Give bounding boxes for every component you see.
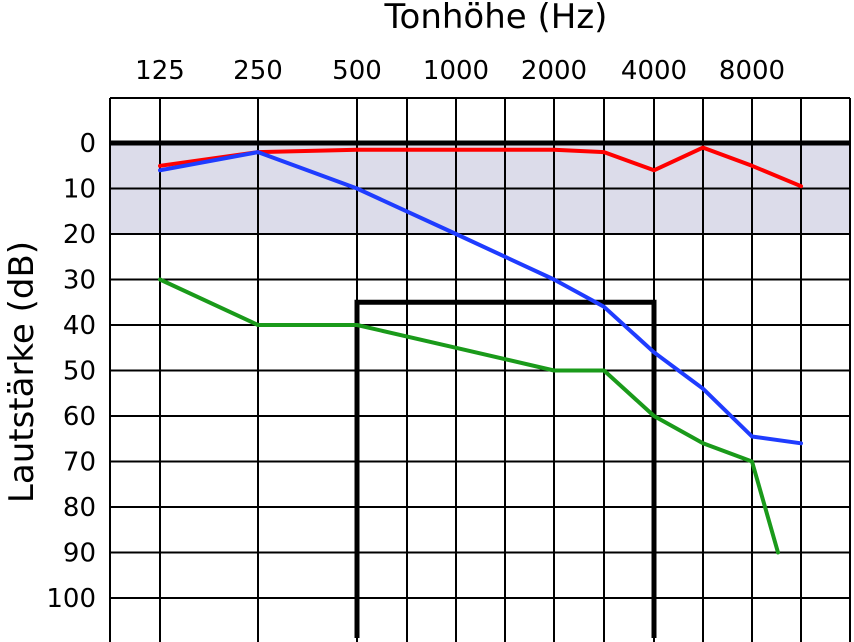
x-tick-label: 125	[135, 56, 185, 86]
y-tick-label: 70	[63, 448, 96, 478]
y-tick-label: 10	[63, 175, 96, 205]
y-tick-labels: 0 10 20 30 40 50 60 70 80 90 100	[46, 129, 96, 614]
frequency-box	[354, 299, 657, 638]
x-tick-label: 8000	[719, 56, 785, 86]
x-tick-label: 2000	[521, 56, 587, 86]
y-tick-label: 20	[63, 220, 96, 250]
y-tick-label: 60	[63, 402, 96, 432]
y-axis-title: Lautstärke (dB)	[2, 241, 42, 503]
y-tick-label: 0	[79, 129, 96, 159]
series-line-red	[158, 145, 803, 189]
frequency-box-layer	[354, 299, 657, 638]
y-tick-label: 40	[63, 311, 96, 341]
y-tick-label: 80	[63, 493, 96, 523]
x-tick-label: 500	[332, 56, 382, 86]
x-tick-labels: 125 250 500 1000 2000 4000 8000	[135, 56, 785, 86]
series-line-green	[158, 277, 780, 555]
series-layer	[158, 145, 803, 555]
series-line-blue	[158, 150, 803, 446]
y-tick-label: 50	[63, 357, 96, 387]
x-tick-label: 250	[233, 56, 283, 86]
x-tick-label: 4000	[621, 56, 687, 86]
x-tick-label: 1000	[423, 56, 489, 86]
y-tick-label: 90	[63, 539, 96, 569]
y-tick-label: 100	[46, 584, 96, 614]
x-axis-title: Tonhöhe (Hz)	[384, 0, 608, 37]
y-tick-label: 30	[63, 266, 96, 296]
